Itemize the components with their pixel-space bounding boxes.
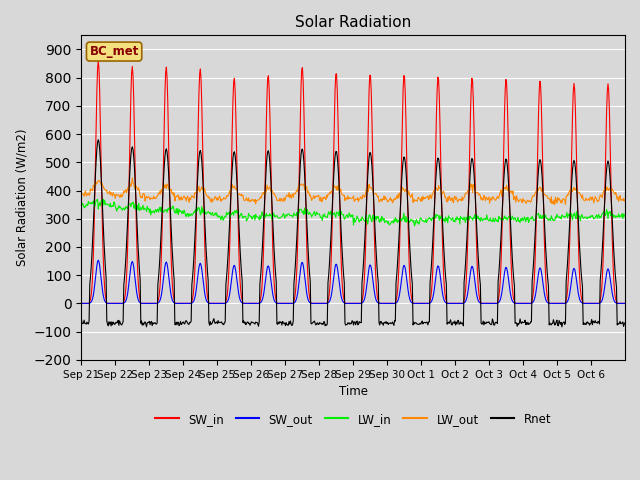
LW_out xyxy=(269,189,276,195)
Legend: SW_in, SW_out, LW_in, LW_out, Rnet: SW_in, SW_out, LW_in, LW_out, Rnet xyxy=(150,408,556,431)
SW_out xyxy=(142,300,150,306)
LW_in xyxy=(77,202,85,208)
LW_in xyxy=(142,206,150,212)
LW_out xyxy=(289,194,297,200)
LW_in xyxy=(289,213,297,218)
LW_in xyxy=(621,212,629,218)
SW_in xyxy=(289,300,297,306)
Rnet xyxy=(95,137,102,143)
LW_out xyxy=(242,197,250,203)
LW_in xyxy=(99,196,107,202)
LW_in xyxy=(242,214,250,219)
SW_in xyxy=(621,300,629,306)
Line: LW_out: LW_out xyxy=(81,178,625,204)
LW_out xyxy=(621,197,629,203)
Line: SW_in: SW_in xyxy=(81,61,625,303)
LW_out xyxy=(440,191,448,196)
Rnet xyxy=(142,321,150,326)
SW_out xyxy=(289,300,297,306)
SW_in xyxy=(269,242,276,248)
Line: SW_out: SW_out xyxy=(81,260,625,303)
SW_in xyxy=(440,283,448,288)
SW_out xyxy=(77,300,85,306)
LW_out xyxy=(142,195,150,201)
Rnet xyxy=(269,217,276,223)
Title: Solar Radiation: Solar Radiation xyxy=(295,15,412,30)
Text: BC_met: BC_met xyxy=(90,45,139,58)
SW_in xyxy=(142,300,150,306)
LW_out xyxy=(551,202,559,207)
Rnet xyxy=(289,319,297,324)
SW_out xyxy=(410,300,417,306)
LW_in xyxy=(411,223,419,229)
SW_out xyxy=(440,298,448,303)
SW_in xyxy=(95,58,102,64)
SW_out xyxy=(95,257,102,263)
SW_in xyxy=(77,300,85,306)
LW_in xyxy=(269,214,276,220)
Rnet xyxy=(410,319,417,325)
Line: LW_in: LW_in xyxy=(81,199,625,226)
Rnet xyxy=(242,322,250,327)
Rnet xyxy=(558,324,566,330)
LW_out xyxy=(129,175,136,180)
Rnet xyxy=(77,314,85,320)
SW_out xyxy=(269,291,276,297)
LW_out xyxy=(410,196,417,202)
SW_out xyxy=(621,300,629,306)
LW_in xyxy=(410,218,417,224)
X-axis label: Time: Time xyxy=(339,385,367,398)
Rnet xyxy=(440,253,448,259)
SW_in xyxy=(410,300,417,306)
SW_out xyxy=(242,300,250,306)
Line: Rnet: Rnet xyxy=(81,140,625,327)
LW_in xyxy=(441,219,449,225)
Y-axis label: Solar Radiation (W/m2): Solar Radiation (W/m2) xyxy=(15,129,28,266)
SW_in xyxy=(242,300,250,306)
LW_out xyxy=(77,190,85,195)
Rnet xyxy=(621,320,629,326)
